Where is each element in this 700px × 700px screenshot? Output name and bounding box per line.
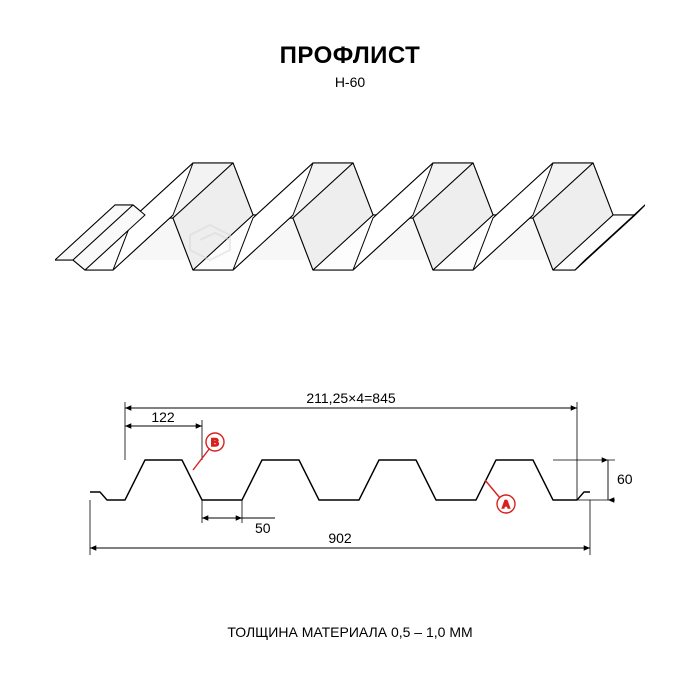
page-title: ПРОФЛИСТ — [0, 42, 700, 70]
profile-3d-view — [55, 130, 645, 290]
profile-outline — [90, 460, 590, 500]
dim-height: 60 — [617, 471, 633, 487]
callout-b: B — [193, 433, 224, 470]
dim-total-width: 902 — [328, 530, 352, 546]
dim-pitch: 211,25×4=845 — [306, 390, 395, 406]
material-thickness-note: ТОЛЩИНА МАТЕРИАЛА 0,5 – 1,0 ММ — [0, 624, 700, 640]
cross-section-drawing: 902 211,25×4=845 122 50 60 B A — [55, 380, 645, 590]
product-model: H-60 — [0, 74, 700, 90]
callout-a-label: A — [502, 499, 510, 511]
dimension-labels: 902 211,25×4=845 122 50 60 — [151, 390, 632, 546]
dim-crest: 122 — [151, 409, 175, 425]
callout-a: A — [485, 480, 515, 513]
callout-b-label: B — [211, 437, 219, 449]
dimension-lines — [90, 408, 608, 548]
dim-valley: 50 — [255, 520, 271, 536]
